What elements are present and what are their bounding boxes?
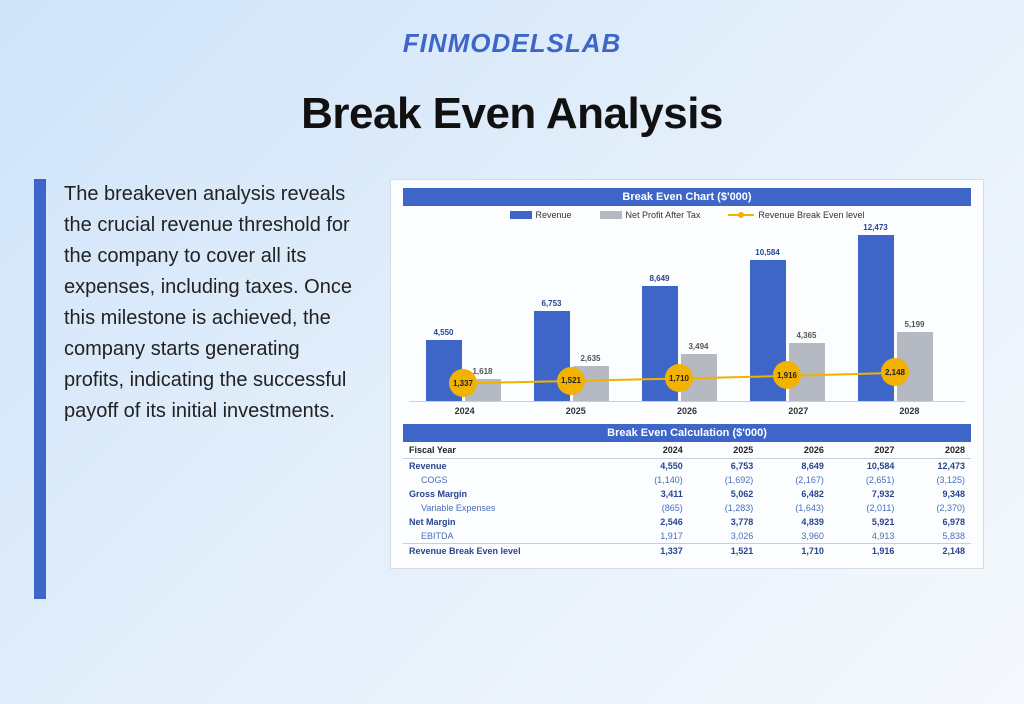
- table-header-label: Fiscal Year: [403, 442, 618, 459]
- x-label: 2027: [743, 406, 854, 416]
- row-label: Revenue: [403, 459, 618, 474]
- cell-value: 1,521: [689, 544, 760, 559]
- legend-label: Net Profit After Tax: [626, 210, 701, 220]
- cell-value: (1,643): [759, 501, 830, 515]
- cell-value: 7,932: [830, 487, 901, 501]
- chart-title: Break Even Chart ($'000): [403, 188, 971, 206]
- cell-value: (2,370): [900, 501, 971, 515]
- swatch-gray-icon: [600, 211, 622, 219]
- x-label: 2025: [520, 406, 631, 416]
- swatch-line-icon: [728, 214, 754, 216]
- chart-area: 4,5501,6181,3376,7532,6351,5218,6493,494…: [409, 222, 965, 402]
- breakeven-marker: 2,148: [881, 358, 909, 386]
- cell-value: (2,167): [759, 473, 830, 487]
- breakeven-marker: 1,337: [449, 369, 477, 397]
- cell-value: 1,337: [618, 544, 689, 559]
- table-header-year: 2028: [900, 442, 971, 459]
- cell-value: 12,473: [900, 459, 971, 474]
- swatch-blue-icon: [510, 211, 532, 219]
- cell-value: 4,839: [759, 515, 830, 529]
- table-title: Break Even Calculation ($'000): [403, 424, 971, 442]
- table-header-year: 2024: [618, 442, 689, 459]
- cell-value: 6,978: [900, 515, 971, 529]
- x-label: 2028: [854, 406, 965, 416]
- row-label: Net Margin: [403, 515, 618, 529]
- table-row: Revenue4,5506,7538,64910,58412,473: [403, 459, 971, 474]
- cell-value: 1,916: [830, 544, 901, 559]
- legend-label: Revenue Break Even level: [758, 210, 864, 220]
- table-row: Variable Expenses(865)(1,283)(1,643)(2,0…: [403, 501, 971, 515]
- x-label: 2026: [631, 406, 742, 416]
- cell-value: (2,651): [830, 473, 901, 487]
- table-header-year: 2025: [689, 442, 760, 459]
- cell-value: 2,546: [618, 515, 689, 529]
- chart-legend: Revenue Net Profit After Tax Revenue Bre…: [403, 210, 971, 220]
- breakeven-marker: 1,521: [557, 367, 585, 395]
- table-area: Break Even Calculation ($'000) Fiscal Ye…: [403, 424, 971, 558]
- cell-value: 5,921: [830, 515, 901, 529]
- breakeven-table: Fiscal Year20242025202620272028Revenue4,…: [403, 442, 971, 558]
- cell-value: 5,838: [900, 529, 971, 544]
- cell-value: 9,348: [900, 487, 971, 501]
- table-row: Revenue Break Even level1,3371,5211,7101…: [403, 544, 971, 559]
- cell-value: 8,649: [759, 459, 830, 474]
- cell-value: 3,411: [618, 487, 689, 501]
- cell-value: (865): [618, 501, 689, 515]
- accent-bar: [34, 179, 46, 599]
- row-label: Revenue Break Even level: [403, 544, 618, 559]
- breakeven-marker: 1,916: [773, 361, 801, 389]
- x-axis-labels: 20242025202620272028: [409, 406, 965, 416]
- row-label: Gross Margin: [403, 487, 618, 501]
- cell-value: 1,917: [618, 529, 689, 544]
- row-label: EBITDA: [403, 529, 618, 544]
- cell-value: (2,011): [830, 501, 901, 515]
- cell-value: 5,062: [689, 487, 760, 501]
- cell-value: 3,778: [689, 515, 760, 529]
- cell-value: 1,710: [759, 544, 830, 559]
- legend-label: Revenue: [536, 210, 572, 220]
- cell-value: (3,125): [900, 473, 971, 487]
- legend-net-profit: Net Profit After Tax: [600, 210, 701, 220]
- x-label: 2024: [409, 406, 520, 416]
- cell-value: 4,550: [618, 459, 689, 474]
- cell-value: (1,283): [689, 501, 760, 515]
- brand-logo: FINMODELSLAB: [0, 0, 1024, 59]
- legend-breakeven: Revenue Break Even level: [728, 210, 864, 220]
- cell-value: 6,753: [689, 459, 760, 474]
- table-row: EBITDA1,9173,0263,9604,9135,838: [403, 529, 971, 544]
- row-label: Variable Expenses: [403, 501, 618, 515]
- cell-value: (1,692): [689, 473, 760, 487]
- body-paragraph: The breakeven analysis reveals the cruci…: [64, 179, 360, 427]
- row-label: COGS: [403, 473, 618, 487]
- table-row: COGS(1,140)(1,692)(2,167)(2,651)(3,125): [403, 473, 971, 487]
- page-title: Break Even Analysis: [0, 89, 1024, 139]
- cell-value: (1,140): [618, 473, 689, 487]
- table-row: Gross Margin3,4115,0626,4827,9329,348: [403, 487, 971, 501]
- chart-panel: Break Even Chart ($'000) Revenue Net Pro…: [390, 179, 984, 569]
- legend-revenue: Revenue: [510, 210, 572, 220]
- breakeven-marker: 1,710: [665, 364, 693, 392]
- table-row: Net Margin2,5463,7784,8395,9216,978: [403, 515, 971, 529]
- cell-value: 2,148: [900, 544, 971, 559]
- cell-value: 6,482: [759, 487, 830, 501]
- cell-value: 3,026: [689, 529, 760, 544]
- cell-value: 10,584: [830, 459, 901, 474]
- table-header-year: 2027: [830, 442, 901, 459]
- content-row: The breakeven analysis reveals the cruci…: [0, 179, 1024, 569]
- table-header-year: 2026: [759, 442, 830, 459]
- text-block: The breakeven analysis reveals the cruci…: [0, 179, 390, 569]
- cell-value: 3,960: [759, 529, 830, 544]
- cell-value: 4,913: [830, 529, 901, 544]
